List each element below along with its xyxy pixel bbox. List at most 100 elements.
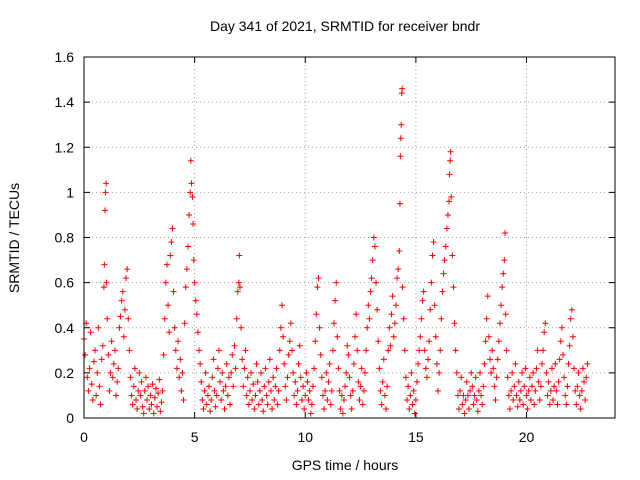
data-point <box>100 284 107 291</box>
data-point <box>277 324 284 331</box>
data-point <box>306 387 313 394</box>
data-point <box>336 387 343 394</box>
data-point <box>400 315 407 322</box>
data-point <box>485 333 492 340</box>
data-point <box>140 410 147 417</box>
data-point <box>152 385 159 392</box>
data-point <box>355 378 362 385</box>
data-point <box>242 347 249 354</box>
data-point <box>511 383 518 390</box>
data-point <box>363 347 370 354</box>
data-point <box>512 360 519 367</box>
data-point <box>118 297 125 304</box>
data-point <box>581 378 588 385</box>
data-point <box>496 320 503 327</box>
x-tick-label: 0 <box>80 429 88 445</box>
data-point <box>259 396 266 403</box>
data-point <box>137 392 144 399</box>
data-point <box>156 376 163 383</box>
data-point <box>183 266 190 273</box>
data-point <box>419 297 426 304</box>
data-point <box>128 392 135 399</box>
data-point <box>344 342 351 349</box>
data-point <box>345 351 352 358</box>
data-point <box>107 369 114 376</box>
data-point <box>159 387 166 394</box>
data-point <box>576 392 583 399</box>
data-point <box>329 347 336 354</box>
data-point <box>130 383 137 390</box>
data-point <box>230 383 237 390</box>
data-point <box>394 275 401 282</box>
data-point <box>530 369 537 376</box>
data-point <box>332 297 339 304</box>
data-point <box>369 257 376 264</box>
data-point <box>337 405 344 412</box>
x-tick-label: 10 <box>297 429 313 445</box>
data-point <box>451 320 458 327</box>
data-point <box>265 378 272 385</box>
data-point <box>238 324 245 331</box>
data-point <box>462 396 469 403</box>
data-point <box>202 369 209 376</box>
data-point <box>427 306 434 313</box>
data-point <box>340 396 347 403</box>
data-point <box>94 369 101 376</box>
data-point <box>117 313 124 320</box>
data-point <box>339 410 346 417</box>
data-point <box>350 360 357 367</box>
data-point <box>366 315 373 322</box>
y-tick-label: 1.6 <box>55 49 75 65</box>
data-point <box>182 284 189 291</box>
data-point <box>308 401 315 408</box>
data-point <box>428 279 435 286</box>
data-point <box>353 311 360 318</box>
data-point <box>284 374 291 381</box>
data-point <box>385 347 392 354</box>
data-point <box>557 338 564 345</box>
data-point <box>371 243 378 250</box>
data-point <box>525 387 532 394</box>
data-point <box>209 374 216 381</box>
data-point <box>96 383 103 390</box>
data-point <box>323 369 330 376</box>
data-point <box>252 392 259 399</box>
data-point <box>583 374 590 381</box>
data-point <box>553 387 560 394</box>
data-point <box>297 374 304 381</box>
data-point <box>386 324 393 331</box>
data-point <box>190 220 197 227</box>
data-point <box>502 311 509 318</box>
data-point <box>457 387 464 394</box>
data-point <box>361 369 368 376</box>
data-point <box>565 360 572 367</box>
data-point <box>215 347 222 354</box>
data-point <box>232 365 239 372</box>
data-point <box>286 338 293 345</box>
data-point <box>578 387 585 394</box>
data-point <box>106 387 113 394</box>
data-point <box>441 257 448 264</box>
data-point <box>307 410 314 417</box>
data-point <box>338 392 345 399</box>
data-point <box>244 374 251 381</box>
data-point <box>280 333 287 340</box>
data-point <box>236 252 243 259</box>
data-point <box>458 374 465 381</box>
data-point <box>568 306 575 313</box>
data-point <box>271 396 278 403</box>
data-point <box>155 390 162 397</box>
data-point <box>367 288 374 295</box>
data-point <box>465 405 472 412</box>
data-point <box>484 293 491 300</box>
y-tick-label: 1 <box>66 184 74 200</box>
data-point <box>521 383 528 390</box>
data-point <box>291 392 298 399</box>
data-point <box>135 387 142 394</box>
data-point <box>548 365 555 372</box>
data-point <box>383 405 390 412</box>
data-point <box>498 302 505 309</box>
y-tick-label: 0.6 <box>55 275 75 291</box>
data-point <box>279 302 286 309</box>
data-point <box>314 284 321 291</box>
